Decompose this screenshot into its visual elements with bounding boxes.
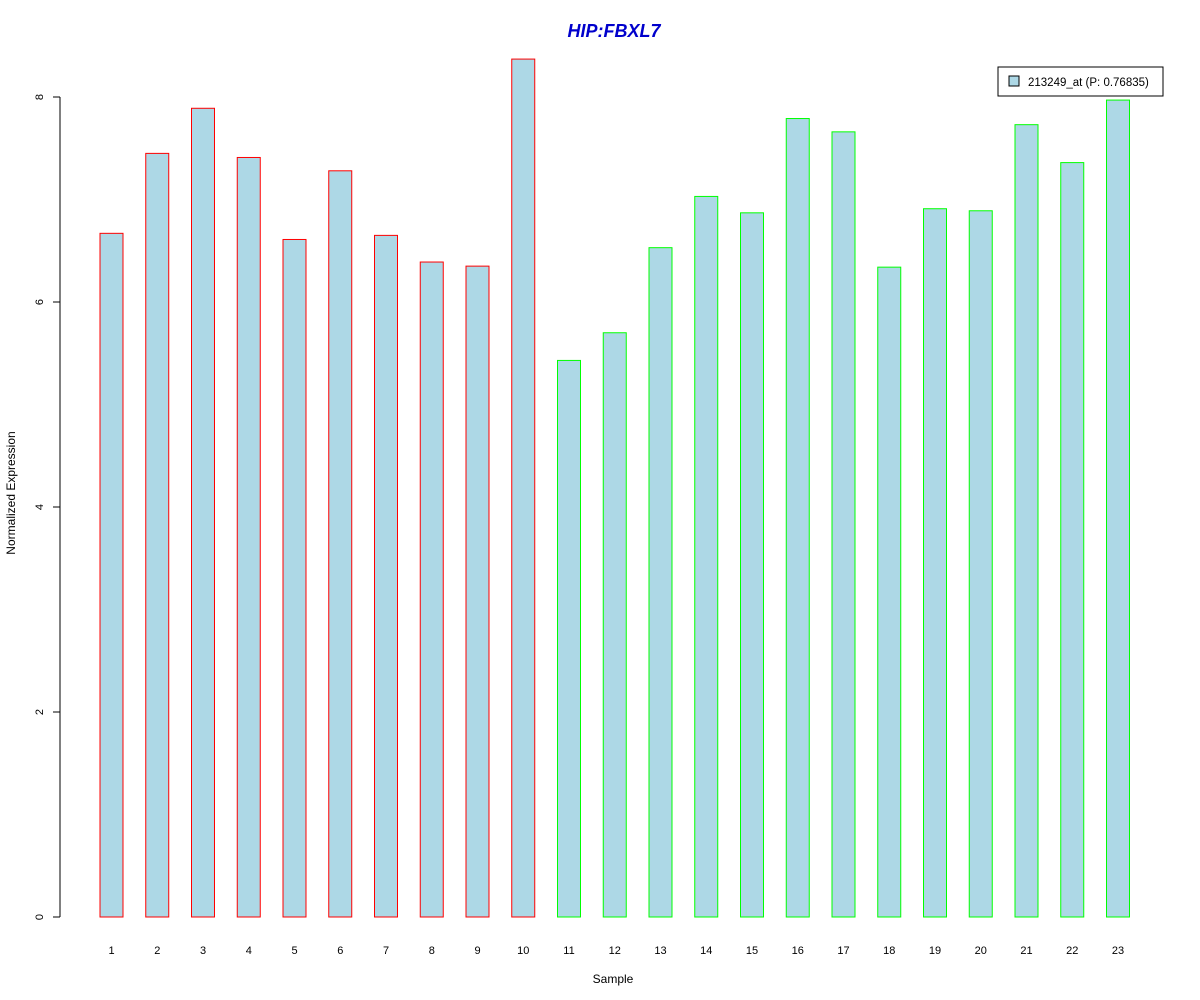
bar: [1106, 99, 1130, 918]
bar: [740, 212, 764, 918]
x-tick-label: 17: [837, 945, 849, 957]
bar: [557, 359, 581, 918]
bar: [694, 195, 719, 918]
bar: [374, 234, 398, 918]
x-tick-label: 3: [200, 945, 206, 957]
x-tick-label: 16: [792, 945, 804, 957]
bar: [236, 156, 261, 918]
legend-box: [997, 66, 1164, 97]
x-tick-label: 4: [246, 945, 252, 957]
x-tick-label: 1: [108, 945, 114, 957]
bars-group: [99, 58, 1130, 918]
x-tick-label: 15: [746, 945, 758, 957]
x-tick-label: 7: [383, 945, 389, 957]
bar: [419, 261, 444, 918]
x-tick-label: 8: [429, 945, 435, 957]
bar: [877, 266, 902, 918]
bar: [648, 247, 673, 918]
y-axis-title: Normalized Expression: [4, 431, 18, 554]
chart-title: HIP:FBXL7: [567, 21, 661, 41]
x-tick-label: 5: [291, 945, 297, 957]
bar: [465, 265, 490, 918]
x-tick-label: 12: [609, 945, 621, 957]
x-tick-label: 18: [883, 945, 895, 957]
bar: [328, 170, 353, 918]
x-tick-label: 2: [154, 945, 160, 957]
bar: [191, 107, 215, 918]
bar: [282, 238, 307, 918]
x-tick-label: 22: [1066, 945, 1078, 957]
y-tick-label: 8: [34, 94, 46, 100]
x-tick-labels: 1 2 3 4 5 6 7 8 9 10 11 12 13 14 15 16 17 18 19 20 21 22 23: [108, 945, 1124, 957]
y-tick-label: 4: [34, 504, 46, 510]
x-tick-label: 23: [1112, 945, 1124, 957]
x-axis-title: Sample: [593, 972, 634, 986]
bar: [602, 332, 627, 918]
x-tick-label: 20: [975, 945, 987, 957]
y-tick-label: 2: [34, 709, 46, 715]
x-tick-label: 13: [654, 945, 666, 957]
x-tick-label: 6: [337, 945, 343, 957]
bar: [99, 232, 124, 918]
y-tick-label: 0: [34, 914, 46, 920]
bar: [1014, 124, 1039, 918]
bar: [968, 210, 993, 918]
legend: 213249_at (P: 0.76835): [997, 66, 1164, 97]
x-tick-label: 11: [563, 945, 574, 957]
x-tick-label: 10: [517, 945, 529, 957]
bar: [785, 118, 810, 918]
legend-swatch: [1008, 75, 1020, 87]
y-axis: 0 2 4 6 8: [34, 94, 61, 920]
x-tick-label: 19: [929, 945, 941, 957]
y-tick-label: 6: [34, 299, 46, 305]
bar: [511, 58, 536, 918]
bar: [923, 208, 947, 918]
bar: [145, 152, 170, 918]
x-tick-label: 14: [700, 945, 712, 957]
bar: [1060, 162, 1085, 918]
x-tick-label: 21: [1020, 945, 1032, 957]
bar: [831, 131, 856, 918]
legend-label: 213249_at (P: 0.76835): [1028, 77, 1149, 89]
x-tick-label: 9: [474, 945, 480, 957]
